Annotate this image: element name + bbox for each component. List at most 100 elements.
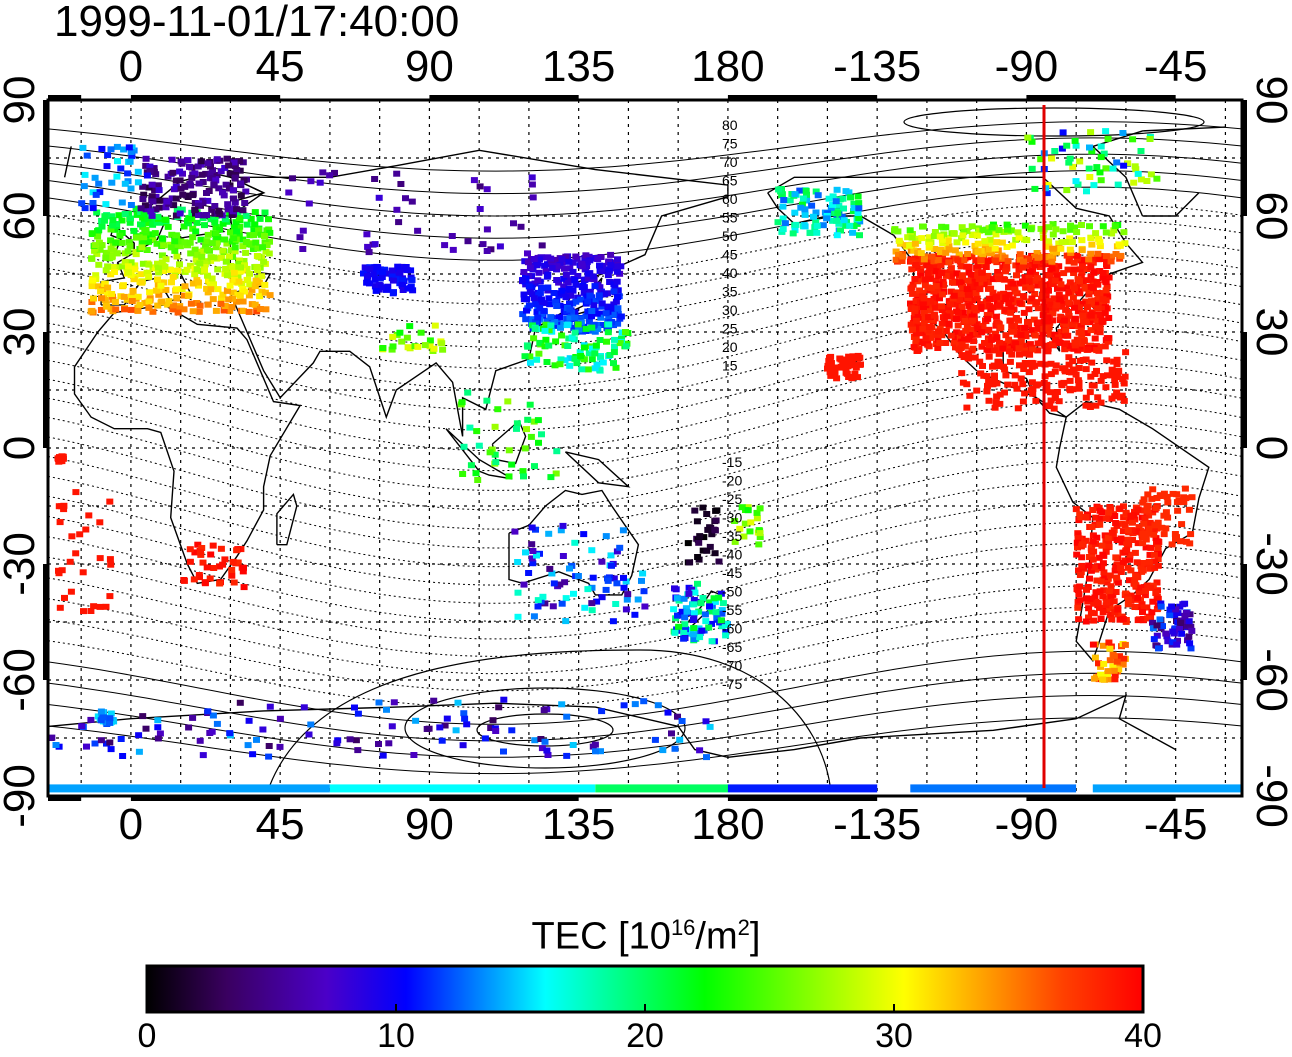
tec-cell: [1075, 288, 1083, 295]
tec-cell: [982, 246, 989, 253]
tec-cell: [942, 340, 950, 346]
tec-cell: [1087, 301, 1095, 308]
tec-cell: [566, 314, 574, 321]
tec-cell: [664, 709, 672, 716]
tec-cell: [1076, 597, 1084, 604]
tec-cell: [150, 168, 158, 175]
tec-cell: [1000, 228, 1008, 235]
tec-cell: [1134, 617, 1142, 624]
tec-cell: [250, 226, 258, 233]
tec-cell: [1063, 142, 1071, 149]
tec-cell: [746, 528, 754, 535]
tec-cell: [685, 590, 693, 597]
tec-cell: [562, 253, 570, 260]
tec-cell: [1031, 362, 1039, 369]
tec-cell: [1176, 626, 1183, 632]
tec-cell: [152, 287, 160, 294]
tec-cell: [372, 287, 380, 294]
tec-cell: [1084, 277, 1092, 284]
tec-cell: [659, 747, 667, 754]
tec-cell: [979, 363, 986, 369]
tec-cell: [1066, 387, 1074, 394]
tec-cell: [1076, 278, 1083, 284]
tec-cell: [228, 263, 236, 270]
tec-cell: [753, 509, 761, 516]
tec-cell: [121, 306, 128, 313]
tec-cell: [1091, 675, 1099, 682]
tec-cell: [1099, 373, 1107, 380]
tec-cell: [530, 613, 538, 620]
tec-cell: [934, 252, 942, 259]
tec-cell: [991, 245, 999, 252]
tec-cell: [1186, 611, 1194, 618]
tec-cell: [892, 256, 900, 263]
tec-cell: [102, 249, 110, 256]
tec-cell: [1148, 609, 1156, 616]
tec-cell: [1071, 315, 1079, 322]
tec-cell: [539, 593, 547, 600]
tec-cell: [985, 342, 993, 349]
tec-cell: [583, 259, 591, 265]
tec-cell: [624, 591, 632, 598]
tec-cell: [918, 235, 926, 242]
tec-cell: [124, 170, 132, 177]
tec-cell: [925, 314, 933, 321]
tec-cell: [1028, 138, 1036, 145]
tec-cell: [1019, 278, 1026, 285]
tec-cell: [1079, 312, 1087, 319]
tec-cell: [195, 212, 202, 218]
tec-cell: [1169, 490, 1177, 497]
tec-cell: [984, 272, 992, 279]
tec-cell: [217, 300, 225, 307]
tec-cell: [102, 603, 110, 610]
tec-cell: [531, 280, 539, 287]
tec-cell: [1097, 143, 1105, 150]
tec-cell: [425, 725, 433, 732]
tec-cell: [947, 301, 954, 308]
tec-cell: [753, 515, 761, 522]
tec-cell: [210, 565, 218, 571]
tec-cell: [597, 354, 605, 361]
tec-cell: [1111, 672, 1119, 679]
tec-cell: [1101, 343, 1109, 350]
tec-cell: [584, 298, 592, 305]
tec-cell: [955, 251, 963, 258]
tec-cell: [947, 332, 955, 339]
tec-cell: [561, 579, 569, 586]
tec-cell: [540, 300, 548, 307]
tec-cell: [974, 325, 982, 332]
tec-cell: [612, 298, 620, 305]
tec-cell: [920, 295, 928, 302]
tec-cell: [141, 227, 149, 234]
tec-cell: [536, 256, 543, 263]
tec-cell: [959, 309, 967, 316]
tec-cell: [1082, 394, 1090, 401]
tec-cell: [1085, 605, 1093, 612]
tec-cell: [154, 182, 162, 189]
tec-cell: [115, 212, 123, 219]
tec-cell: [1043, 314, 1051, 321]
tec-cell: [523, 307, 530, 314]
tec-cell: [108, 179, 116, 186]
right-lat-tick-label: -60: [1247, 648, 1292, 712]
top-lon-tick-label: -135: [833, 42, 922, 91]
tec-cell: [261, 233, 268, 239]
tec-cell: [738, 504, 746, 511]
tec-cell: [195, 308, 203, 315]
tec-cell: [1169, 639, 1177, 646]
tec-cell: [967, 271, 975, 278]
tec-cell: [417, 329, 425, 336]
tec-cell: [162, 256, 170, 263]
tec-cell: [109, 217, 117, 224]
tec-cell: [191, 246, 199, 253]
tec-cell: [613, 548, 621, 555]
tec-cell: [107, 561, 115, 568]
tec-cell: [542, 336, 550, 343]
tec-cell: [229, 295, 236, 302]
tec-cell: [1051, 395, 1059, 402]
tec-cell: [1096, 325, 1104, 332]
tec-cell: [173, 294, 181, 301]
tec-cell: [1033, 258, 1040, 265]
tec-cell: [87, 716, 95, 723]
tec-cell: [1085, 256, 1093, 263]
